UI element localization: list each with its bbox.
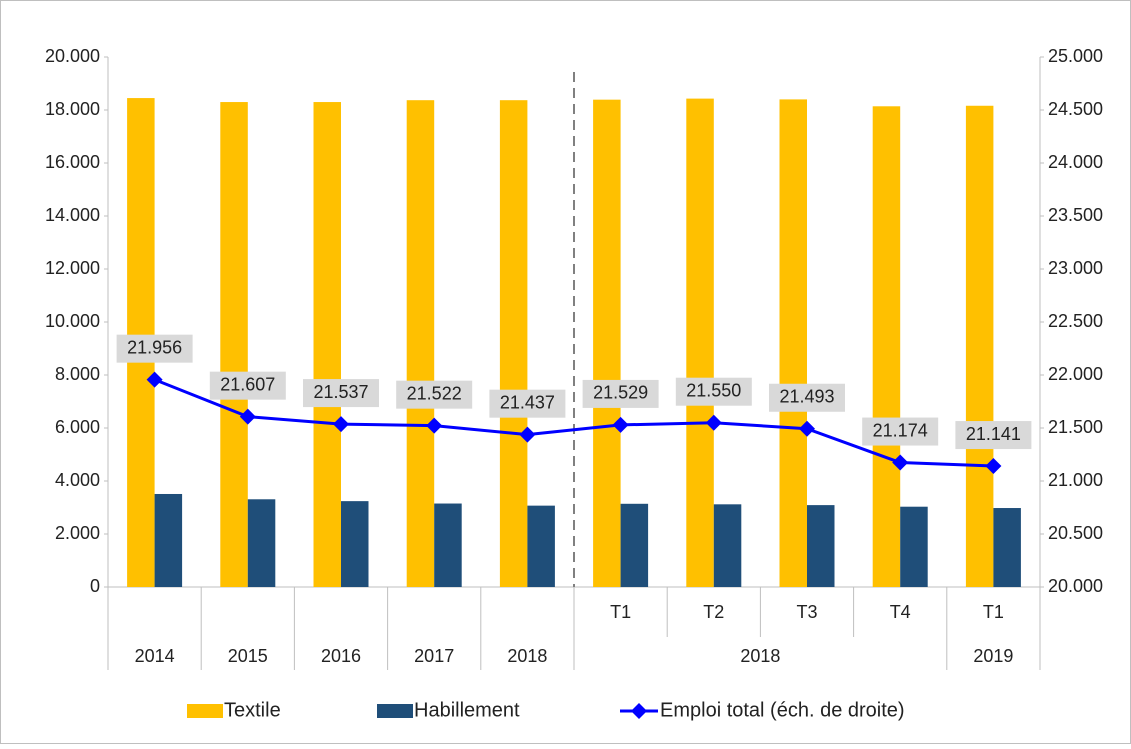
y-tick-label: 0 [90,576,100,596]
data-label: 21.956 [127,337,182,357]
bar [807,505,835,587]
bar [220,102,248,588]
bar [872,106,901,587]
bar [154,493,183,587]
bar [593,99,621,587]
legend-label: Habillement [414,699,520,721]
y-tick-label: 2.000 [55,523,100,543]
bar [686,98,714,587]
x-group-label: 2016 [321,646,361,666]
data-label: 21.529 [593,383,648,403]
data-label: 21.550 [686,380,741,400]
bar [247,499,276,587]
marker [239,408,256,425]
marker [705,414,722,431]
data-label: 21.493 [779,386,834,406]
y-tick-label: 14.000 [45,205,100,225]
bar [900,506,928,587]
data-label-box [675,377,752,406]
x-group-label: 2017 [414,646,454,666]
y-tick-label: 10.000 [45,311,100,331]
x-group-label: 2018 [740,646,780,666]
legend-swatch [631,703,647,719]
bar [779,99,807,588]
marker [333,416,349,433]
x-tick-label: T4 [890,602,911,622]
bar [527,505,555,587]
data-label: 21.141 [966,424,1021,444]
x-tick-label: T3 [796,602,817,622]
data-label: 21.537 [313,382,368,402]
x-tick-label: T2 [703,602,724,622]
x-group-label: 2015 [228,646,268,666]
data-label: 21.522 [407,383,462,403]
y-tick-label: 20.000 [45,46,100,66]
data-label: 21.174 [873,420,928,440]
y2-tick-label: 24.500 [1048,99,1103,119]
bar [434,503,462,587]
x-group-label: 2014 [135,646,175,666]
data-label: 21.607 [220,374,275,394]
y2-tick-label: 22.000 [1048,364,1103,384]
y2-tick-label: 20.500 [1048,523,1103,543]
bar [993,508,1021,587]
y-tick-label: 18.000 [45,99,100,119]
legend-swatch [187,704,223,718]
bar [313,102,341,588]
marker [799,420,815,437]
marker [892,454,909,471]
y2-tick-label: 21.500 [1048,417,1103,437]
bar [341,501,369,587]
x-tick-label: T1 [610,602,631,622]
y2-tick-label: 23.000 [1048,258,1103,278]
legend-swatch [377,704,413,718]
y2-tick-label: 20.000 [1048,576,1103,596]
y2-tick-label: 22.500 [1048,311,1103,331]
bar [713,504,742,587]
marker [612,416,629,433]
y2-tick-label: 25.000 [1048,46,1103,66]
legend-label: Textile [224,699,281,721]
data-label-box [116,334,193,363]
y-tick-label: 4.000 [55,470,100,490]
marker [146,371,163,388]
y-tick-label: 6.000 [55,417,100,437]
data-label-box [489,389,566,418]
x-group-label: 2019 [973,646,1013,666]
marker [426,417,443,434]
y-tick-label: 16.000 [45,152,100,172]
data-label: 21.437 [500,392,555,412]
y2-tick-label: 21.000 [1048,470,1103,490]
x-group-label: 2018 [507,646,547,666]
data-label-box [769,383,845,412]
x-tick-label: T1 [983,602,1004,622]
data-label-box [582,379,659,408]
marker [985,458,1002,475]
bar [499,100,528,587]
line [154,378,994,468]
bar [620,503,649,587]
bar [965,105,994,587]
data-label-box [396,380,473,409]
legend-label: Emploi total (éch. de droite) [660,699,905,721]
data-label-box [955,421,1032,450]
y2-tick-label: 24.000 [1048,152,1103,172]
y-tick-label: 8.000 [55,364,100,384]
marker [519,426,536,443]
data-label-box [303,379,379,408]
data-label-box [209,371,286,400]
data-label-box [862,417,939,446]
y-tick-label: 12.000 [45,258,100,278]
bar [406,100,435,587]
y2-tick-label: 23.500 [1048,205,1103,225]
